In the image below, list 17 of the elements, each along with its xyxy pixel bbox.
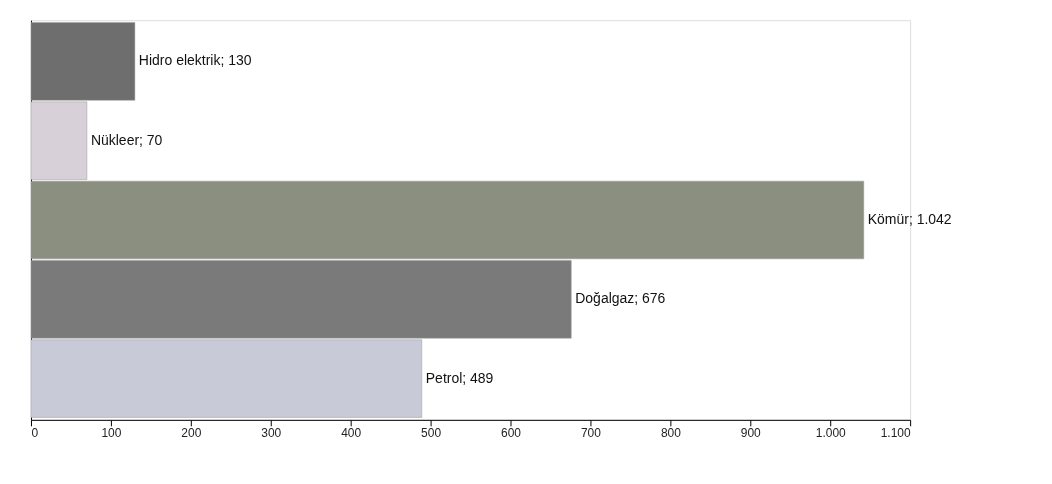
x-tick-label: 1.000: [815, 426, 847, 441]
x-tick-label: 900: [740, 426, 762, 441]
x-tick-label: 800: [660, 426, 682, 441]
x-tick-label: 100: [101, 426, 122, 441]
x-tick-label: 700: [580, 426, 602, 441]
data-label: Doğalgaz; 676: [575, 290, 666, 307]
x-tick-label: 200: [181, 426, 202, 441]
x-tick-label: 1.100: [880, 426, 911, 441]
data-label: Petrol; 489: [425, 369, 494, 386]
data-label: Kömür; 1.042: [867, 211, 952, 227]
x-tick-label: 300: [261, 426, 282, 441]
x-tick-label: 600: [501, 426, 522, 441]
x-tick-label: 0: [31, 426, 39, 441]
x-tick-label: 400: [341, 426, 362, 441]
x-tick-label: 500: [421, 426, 442, 441]
data-label: Hidro elektrik; 130: [138, 52, 252, 69]
data-label: Nükleer; 70: [90, 131, 163, 148]
